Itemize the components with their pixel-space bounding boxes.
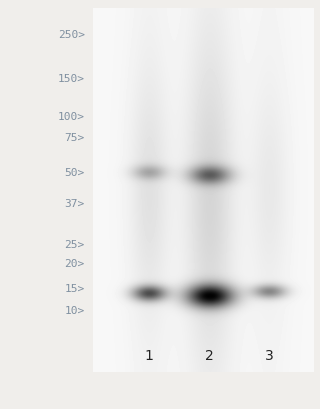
Text: 150>: 150>	[58, 74, 85, 84]
Text: 15>: 15>	[65, 284, 85, 294]
Text: 20>: 20>	[65, 259, 85, 269]
Text: 50>: 50>	[65, 168, 85, 178]
Text: 2: 2	[205, 349, 214, 363]
Text: 1: 1	[145, 349, 154, 363]
Text: 250>: 250>	[58, 31, 85, 40]
Text: 3: 3	[265, 349, 274, 363]
Text: 100>: 100>	[58, 112, 85, 122]
Text: 10>: 10>	[65, 306, 85, 316]
Text: 37>: 37>	[65, 199, 85, 209]
Text: 75>: 75>	[65, 133, 85, 143]
Text: 25>: 25>	[65, 240, 85, 250]
